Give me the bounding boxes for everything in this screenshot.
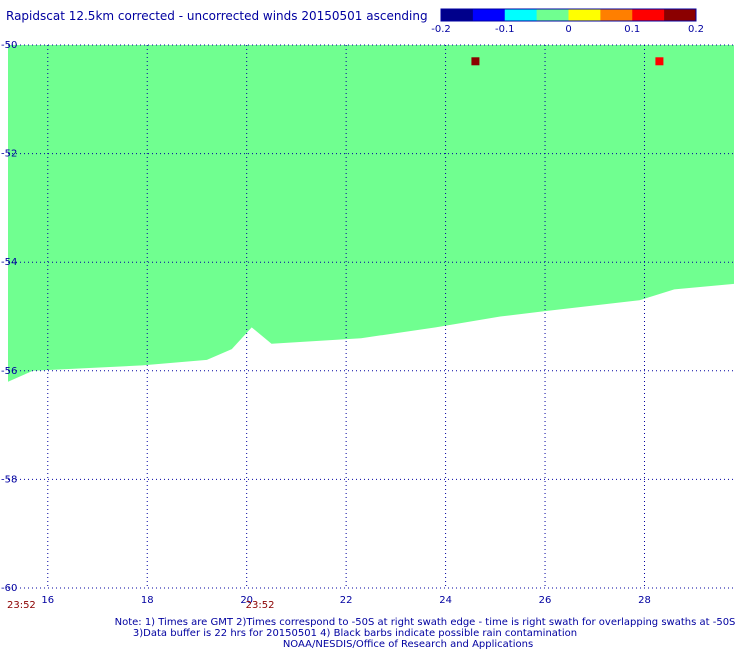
colorbar-segment <box>632 9 665 21</box>
y-tick-label: -60 <box>1 583 17 594</box>
y-tick-label: -52 <box>1 149 17 160</box>
colorbar-segment <box>664 9 697 21</box>
colorbar: -0.2 -0.1 0 0.1 0.2 <box>431 8 704 35</box>
y-tick-label: -54 <box>1 257 17 268</box>
x-tick-label: 26 <box>539 595 552 606</box>
x-tick-label: 18 <box>141 595 154 606</box>
y-tick-label: -56 <box>1 366 17 377</box>
colorbar-tick-label: -0.1 <box>495 24 515 35</box>
colorbar-segment <box>504 9 538 21</box>
time-label: 23:52 <box>7 600 36 611</box>
chart-title: Rapidscat 12.5km corrected - uncorrected… <box>6 9 428 23</box>
x-tick-label: 22 <box>340 595 353 606</box>
note-line-1: Note: 1) Times are GMT 2)Times correspon… <box>115 617 736 628</box>
time-label: 23:52 <box>246 600 275 611</box>
note-line-2: 3)Data buffer is 22 hrs for 20150501 4) … <box>133 628 577 639</box>
footnotes: Note: 1) Times are GMT 2)Times correspon… <box>115 617 736 650</box>
colorbar-segment <box>536 9 569 21</box>
colorbar-tick-label: -0.2 <box>431 24 451 35</box>
y-tick-label: -50 <box>1 40 17 51</box>
colorbar-tick-label: 0.2 <box>688 24 704 35</box>
colorbar-tick-label: 0.1 <box>624 24 640 35</box>
x-tick-label: 16 <box>41 595 54 606</box>
x-tick-label: 28 <box>638 595 651 606</box>
note-line-3: NOAA/NESDIS/Office of Research and Appli… <box>283 639 533 650</box>
x-tick-label: 20 <box>240 595 253 606</box>
colorbar-tick-label: 0 <box>565 24 571 35</box>
colorbar-frame <box>440 8 697 22</box>
colorbar-segment <box>472 9 506 21</box>
colorbar-segment <box>600 9 633 21</box>
x-tick-label: 24 <box>439 595 452 606</box>
colorbar-segment <box>568 9 601 21</box>
swath-fill <box>8 45 734 382</box>
data-cell <box>471 57 480 66</box>
plot-area: 16 18 20 22 24 26 28 -50 -52 -54 -56 -58 -60 23:52 23:… <box>1 40 734 611</box>
y-tick-label: -58 <box>1 474 17 485</box>
colorbar-segment <box>441 9 474 21</box>
data-cell <box>655 57 664 66</box>
